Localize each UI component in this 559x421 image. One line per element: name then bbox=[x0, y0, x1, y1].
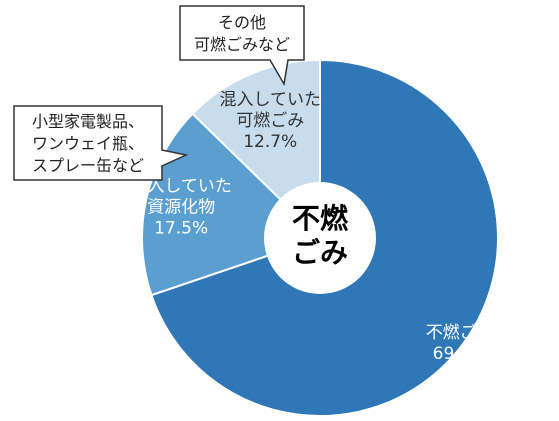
slice-value-label-1: 17.5% bbox=[154, 218, 208, 238]
slice-name-label-1: 資源化物 bbox=[147, 197, 215, 217]
callout-text-1: 可燃ごみなど bbox=[194, 35, 290, 54]
slice-name-label-0: 不燃ごみ bbox=[426, 323, 494, 343]
center-hole bbox=[264, 182, 376, 294]
slice-value-label-0: 69.8% bbox=[433, 344, 487, 364]
callout-box-0 bbox=[13, 105, 189, 181]
callout-text-1: その他 bbox=[218, 13, 266, 32]
callout-text-0: スプレー缶など bbox=[32, 156, 144, 175]
center-label-line-2: ごみ bbox=[292, 236, 348, 269]
center-label-line-1: 不燃 bbox=[292, 202, 349, 235]
callout-box-1 bbox=[179, 5, 305, 87]
slice-name-label-2: 混入していた bbox=[219, 90, 321, 110]
slice-name-label-2: 可燃ごみ bbox=[236, 111, 304, 131]
slice-name-label-1: 混入していた bbox=[130, 176, 232, 196]
callout-text-0: 小型家電製品、 bbox=[32, 112, 144, 131]
callout-text-0: ワンウェイ瓶、 bbox=[32, 134, 144, 153]
slice-value-label-2: 12.7% bbox=[243, 132, 297, 152]
